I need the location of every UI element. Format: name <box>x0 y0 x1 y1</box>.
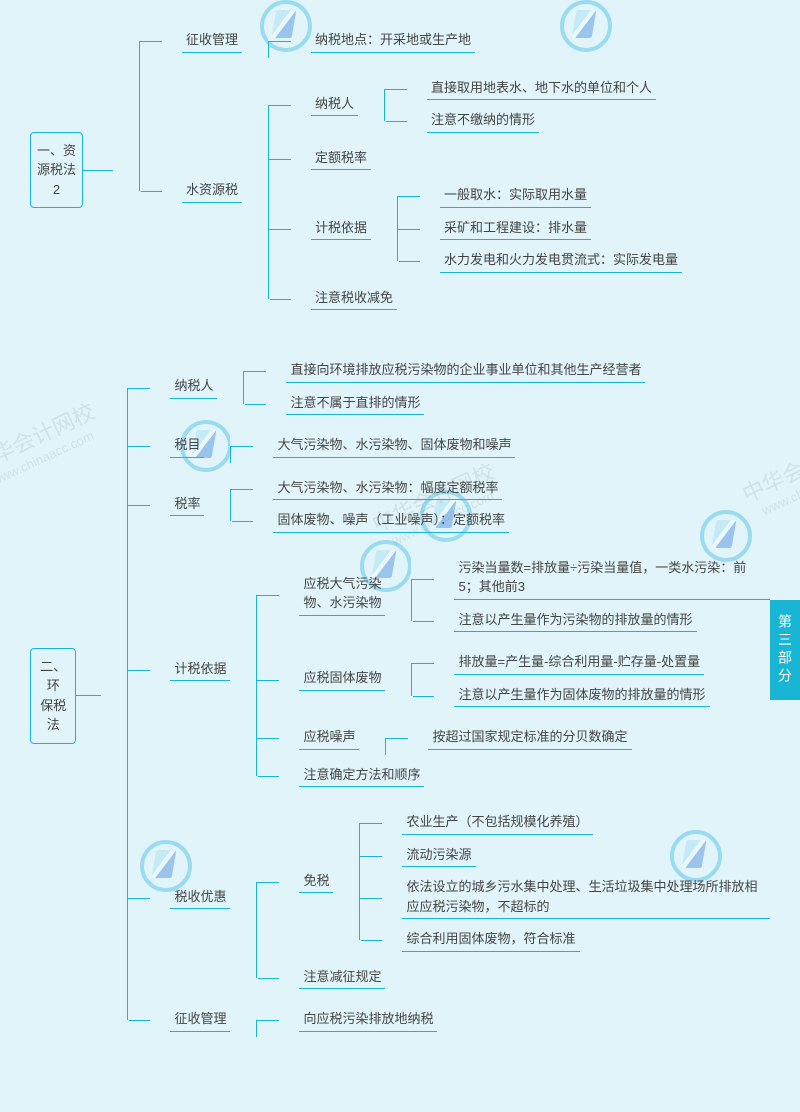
node-label: 固体废物、噪声（工业噪声）：定额税率 <box>273 510 509 533</box>
node-label: 按超过国家规定标准的分贝数确定 <box>428 727 631 750</box>
mindmap-node: 应税固体废物 排放量=产生量-综合利用量-贮存量-处置量注意以产生量作为固体废物的… <box>279 642 770 717</box>
node-label: 直接取用地表水、地下水的单位和个人 <box>427 78 656 101</box>
mindmap-node: 水资源税 纳税人 直接取用地表水、地下水的单位和个人注意不缴纳的情形定额税率计税依据… <box>162 63 682 321</box>
node-label: 一般取水：实际取用水量 <box>440 185 591 208</box>
mindmap-node: 大气污染物、水污染物、固体废物和噪声 <box>253 430 770 463</box>
node-label: 排放量=产生量-综合利用量-贮存量-处置量 <box>454 652 704 675</box>
node-label: 注意不属于直排的情形 <box>286 393 424 416</box>
node-label: 免税 <box>299 871 333 894</box>
node-label: 税目 <box>170 435 204 458</box>
mindmap-node: 计税依据 一般取水：实际取用水量采矿和工程建设：排水量水力发电和火力发电贯流式：实… <box>291 175 682 283</box>
node-label: 大气污染物、水污染物、固体废物和噪声 <box>273 435 515 458</box>
mindmap-node: 注意确定方法和顺序 <box>279 760 770 793</box>
mindmap-node: 注意不属于直排的情形 <box>266 388 770 421</box>
node-label: 应税固体废物 <box>299 668 385 691</box>
mindmap-node: 纳税人 直接向环境排放应税污染物的企业事业单位和其他生产经营者注意不属于直排的情形 <box>150 350 770 425</box>
mindmap-node: 应税大气污染物、水污染物 污染当量数=排放量÷污染当量值，一类水污染：前5；其他前… <box>279 548 770 643</box>
node-label: 应税大气污染物、水污染物 <box>299 574 385 616</box>
mindmap-node: 水力发电和火力发电贯流式：实际发电量 <box>420 245 682 278</box>
mindmap-node: 依法设立的城乡污水集中处理、生活垃圾集中处理场所排放相应应税污染物，不超标的 <box>382 872 770 924</box>
node-label: 污染当量数=排放量÷污染当量值，一类水污染：前5；其他前3 <box>454 558 770 600</box>
mindmap-node: 向应税污染排放地纳税 <box>279 1004 770 1037</box>
mindmap-node: 注意税收减免 <box>291 283 682 316</box>
node-label: 纳税人 <box>311 94 358 117</box>
node-label: 税收优惠 <box>170 887 230 910</box>
node-label: 水力发电和火力发电贯流式：实际发电量 <box>440 250 682 273</box>
node-label: 计税依据 <box>170 659 230 682</box>
mindmap-node: 计税依据 应税大气污染物、水污染物 污染当量数=排放量÷污染当量值，一类水污染：前5… <box>150 543 770 798</box>
node-label: 直接向环境排放应税污染物的企业事业单位和其他生产经营者 <box>286 360 645 383</box>
node-label: 计税依据 <box>311 218 371 241</box>
mindmap-node: 固体废物、噪声（工业噪声）：定额税率 <box>253 505 770 538</box>
section-side-tab: 第三部分 <box>770 600 800 700</box>
mindmap-node: 税目 大气污染物、水污染物、固体废物和噪声 <box>150 425 770 468</box>
node-label: 注意税收减免 <box>311 288 397 311</box>
node-label: 依法设立的城乡污水集中处理、生活垃圾集中处理场所排放相应应税污染物，不超标的 <box>402 877 770 919</box>
node-label: 纳税人 <box>170 376 217 399</box>
mindmap-node: 免税 农业生产（不包括规模化养殖） 流动污染源依法设立的城乡污水集中处理、生活垃圾集… <box>279 802 770 962</box>
mindmap-tree: 二、环保税法 纳税人 直接向环境排放应税污染物的企业事业单位和其他生产经营者注意不属… <box>30 350 770 1042</box>
node-label: 注意以产生量作为固体废物的排放量的情形 <box>454 685 709 708</box>
mindmap-node: 按超过国家规定标准的分贝数确定 <box>408 722 770 755</box>
node-label: 注意不缴纳的情形 <box>427 110 539 133</box>
node-label: 纳税地点：开采地或生产地 <box>311 30 475 53</box>
node-label: 应税噪声 <box>299 727 359 750</box>
mindmap-node: 直接取用地表水、地下水的单位和个人 <box>407 73 682 106</box>
mindmap-node: 综合利用固体废物，符合标准 <box>382 924 770 957</box>
node-label: 水资源税 <box>182 180 242 203</box>
node-label: 采矿和工程建设：排水量 <box>440 218 591 241</box>
node-label: 征收管理 <box>182 30 242 53</box>
mindmap-node: 注意以产生量作为污染物的排放量的情形 <box>434 605 770 638</box>
mindmap-node: 纳税人 直接取用地表水、地下水的单位和个人注意不缴纳的情形 <box>291 68 682 143</box>
node-label: 定额税率 <box>311 148 371 171</box>
mindmap-node: 农业生产（不包括规模化养殖） <box>382 807 770 840</box>
node-label: 流动污染源 <box>402 845 475 868</box>
mindmap-node: 采矿和工程建设：排水量 <box>420 213 682 246</box>
mindmap-node: 纳税地点：开采地或生产地 <box>291 25 682 58</box>
node-label: 税率 <box>170 494 204 517</box>
root-node: 二、环保税法 <box>30 648 76 744</box>
node-label: 注意以产生量作为污染物的排放量的情形 <box>454 610 696 633</box>
node-label: 征收管理 <box>170 1009 230 1032</box>
node-label: 注意减征规定 <box>299 967 385 990</box>
mindmap-node: 税收优惠 免税 农业生产（不包括规模化养殖） 流动污染源依法设立的城乡污水集中处理、生… <box>150 797 770 999</box>
node-label: 向应税污染排放地纳税 <box>299 1009 437 1032</box>
node-label: 农业生产（不包括规模化养殖） <box>402 812 592 835</box>
mindmap-node: 应税噪声 按超过国家规定标准的分贝数确定 <box>279 717 770 760</box>
mindmap-node: 注意减征规定 <box>279 962 770 995</box>
mindmap-node: 税率 大气污染物、水污染物：幅度定额税率固体废物、噪声（工业噪声）：定额税率 <box>150 468 770 543</box>
mindmap-node: 排放量=产生量-综合利用量-贮存量-处置量 <box>434 647 770 680</box>
mindmap-node: 污染当量数=排放量÷污染当量值，一类水污染：前5；其他前3 <box>434 553 770 605</box>
mindmap-node: 流动污染源 <box>382 840 770 873</box>
node-label: 大气污染物、水污染物：幅度定额税率 <box>273 478 502 501</box>
root-node: 一、资源税法2 <box>30 132 83 209</box>
mindmap-node: 大气污染物、水污染物：幅度定额税率 <box>253 473 770 506</box>
mindmap-node: 一般取水：实际取用水量 <box>420 180 682 213</box>
node-label: 综合利用固体废物，符合标准 <box>402 929 579 952</box>
mindmap-node: 直接向环境排放应税污染物的企业事业单位和其他生产经营者 <box>266 355 770 388</box>
node-label: 注意确定方法和顺序 <box>299 765 424 788</box>
mindmap-node: 注意以产生量作为固体废物的排放量的情形 <box>434 680 770 713</box>
mindmap-node: 征收管理 纳税地点：开采地或生产地 <box>162 20 682 63</box>
mindmap-tree: 一、资源税法2 征收管理 纳税地点：开采地或生产地水资源税 纳税人 直接取用地表水、地下… <box>30 20 770 320</box>
mindmap-node: 定额税率 <box>291 143 682 176</box>
mindmap-node: 注意不缴纳的情形 <box>407 105 682 138</box>
mindmap-node: 征收管理 向应税污染排放地纳税 <box>150 999 770 1042</box>
